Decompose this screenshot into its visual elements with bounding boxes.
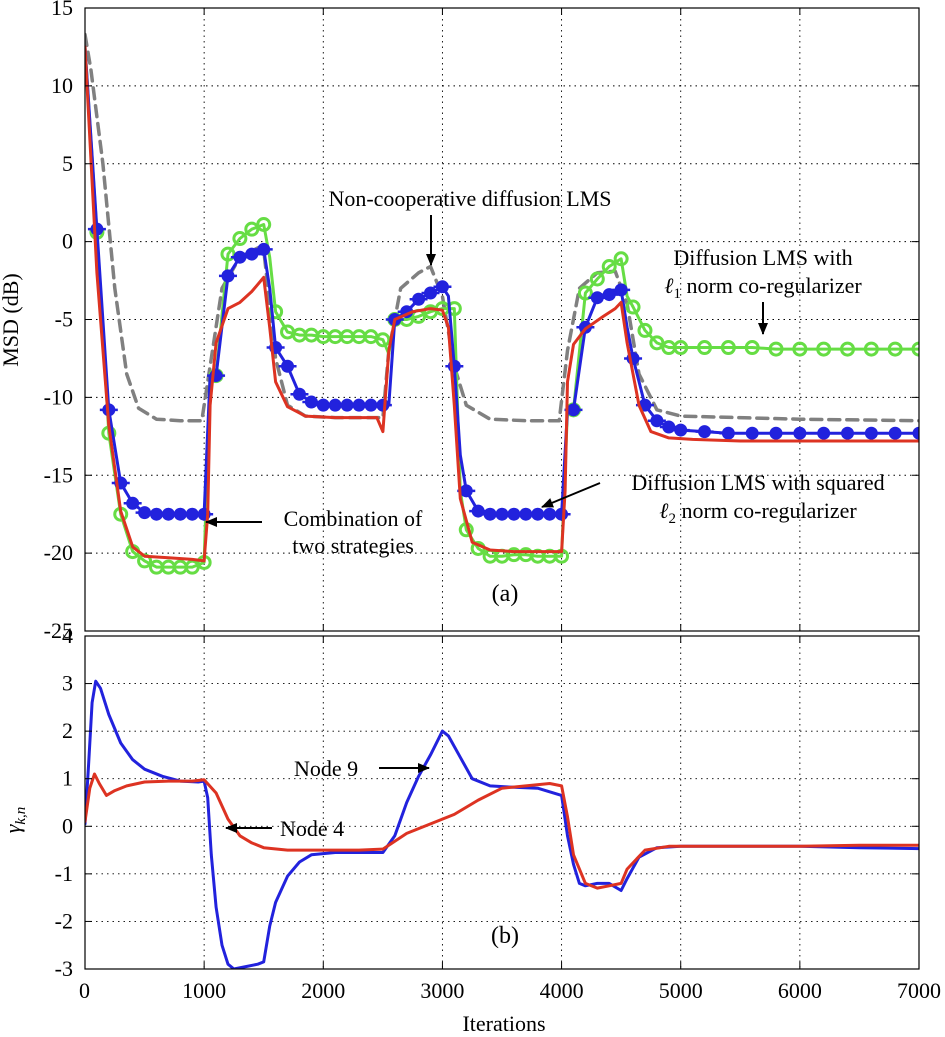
x-tick-label: 7000 — [897, 978, 941, 1003]
series-marker — [649, 335, 665, 351]
chart-a: 15 10 5 0 -5 -10 -15 -20 -25 MSD (dB) (a) Non-co… — [0, 0, 920, 643]
series-marker — [244, 221, 260, 237]
annotation-l1: Diffusion LMS with ℓ1 norm co-regularize… — [664, 245, 862, 335]
y-tick-label: -2 — [55, 908, 73, 933]
series-marker — [887, 341, 903, 357]
grid-a — [84, 8, 920, 631]
y-tick-label: 10 — [51, 73, 73, 98]
y-tick-label: 4 — [62, 623, 73, 648]
y-tick-label: 0 — [62, 229, 73, 254]
y-tick-label: 2 — [62, 718, 73, 743]
x-tick-label: 6000 — [778, 978, 822, 1003]
series-marker — [625, 299, 641, 315]
annotation-node-9: Node 9 — [294, 756, 430, 781]
series-marker — [637, 322, 653, 338]
series-marker — [863, 341, 879, 357]
y-tick-label: -1 — [55, 861, 73, 886]
annotation-text: ℓ2 norm co-regularizer — [659, 498, 857, 527]
annotation-text: Combination of — [284, 506, 423, 531]
series-marker — [744, 340, 760, 356]
series-marker — [911, 341, 919, 357]
x-tick-label: 1000 — [182, 978, 226, 1003]
x-tick-label: 4000 — [540, 978, 584, 1003]
series-marker — [268, 304, 284, 320]
y-ticks-b: 4 3 2 1 0 -1 -2 -3 — [55, 623, 919, 981]
y-tick-label: -3 — [55, 956, 73, 981]
chart-b: 4 3 2 1 0 -1 -2 -3 0 1000 2000 3000 4000 5000 6000 700… — [0, 623, 941, 1036]
grid-b — [85, 636, 919, 969]
annotation-l2: Diffusion LMS with squared ℓ2 norm co-re… — [541, 470, 885, 527]
x-ticks-b: 0 1000 2000 3000 4000 5000 6000 7000 — [79, 636, 941, 1003]
x-tick-label: 5000 — [659, 978, 703, 1003]
series-marker — [768, 341, 784, 357]
annotation-text: Diffusion LMS with squared — [631, 470, 884, 495]
y-tick-label: -25 — [44, 618, 73, 643]
series-marker — [697, 340, 713, 356]
series-marker — [232, 231, 248, 247]
axes-frame-a — [84, 7, 920, 632]
series-marker — [577, 285, 593, 301]
series-marker — [220, 246, 236, 262]
y-tick-label: 1 — [62, 766, 73, 791]
y-axis-label-a: MSD (dB) — [0, 273, 23, 367]
series-marker — [816, 341, 832, 357]
series-marker — [840, 341, 856, 357]
series-marker — [184, 559, 200, 575]
annotation-text: two strategies — [292, 533, 414, 558]
series-marker — [589, 271, 605, 287]
series-marker — [792, 341, 808, 357]
y-tick-label: -10 — [44, 384, 73, 409]
x-tick-label: 3000 — [420, 978, 464, 1003]
panel-label-a: (a) — [492, 581, 519, 607]
series-line — [85, 679, 919, 969]
y-tick-label: -15 — [44, 462, 73, 487]
series-marker — [601, 259, 617, 275]
annotation-non-cooperative: Non-cooperative diffusion LMS — [328, 186, 612, 266]
annotation-text: Diffusion LMS with — [673, 245, 852, 270]
x-tick-label: 0 — [79, 978, 90, 1003]
axes-frame-b — [84, 635, 920, 970]
y-axis-label-b: γk,n — [0, 807, 29, 834]
annotation-text: Node 4 — [280, 816, 344, 841]
series-line — [85, 772, 919, 890]
series-line — [85, 32, 919, 423]
x-axis-label: Iterations — [462, 1011, 545, 1036]
y-tick-label: 0 — [62, 813, 73, 838]
series-marker — [375, 332, 391, 348]
x-tick-label: 2000 — [301, 978, 345, 1003]
y-tick-label: 5 — [62, 151, 73, 176]
y-tick-label: -5 — [55, 307, 73, 332]
annotation-text: ℓ1 norm co-regularizer — [664, 273, 862, 302]
y-tick-label: -20 — [44, 540, 73, 565]
annotation-node-4: Node 4 — [225, 816, 344, 841]
series-marker — [673, 340, 689, 356]
annotation-arrow — [541, 482, 601, 508]
annotation-combination: Combination of two strategies — [205, 506, 423, 558]
series-marker — [720, 340, 736, 356]
plot-area-b — [85, 679, 919, 969]
y-ticks-a: 15 10 5 0 -5 -10 -15 -20 -25 — [44, 0, 919, 643]
y-tick-label: 15 — [51, 0, 73, 20]
y-tick-label: 3 — [62, 671, 73, 696]
annotation-text: Node 9 — [294, 756, 358, 781]
annotation-text: Non-cooperative diffusion LMS — [328, 186, 611, 211]
panel-label-b: (b) — [491, 923, 519, 949]
series-line — [85, 45, 919, 563]
series-marker — [613, 251, 629, 267]
series-marker — [256, 216, 272, 232]
